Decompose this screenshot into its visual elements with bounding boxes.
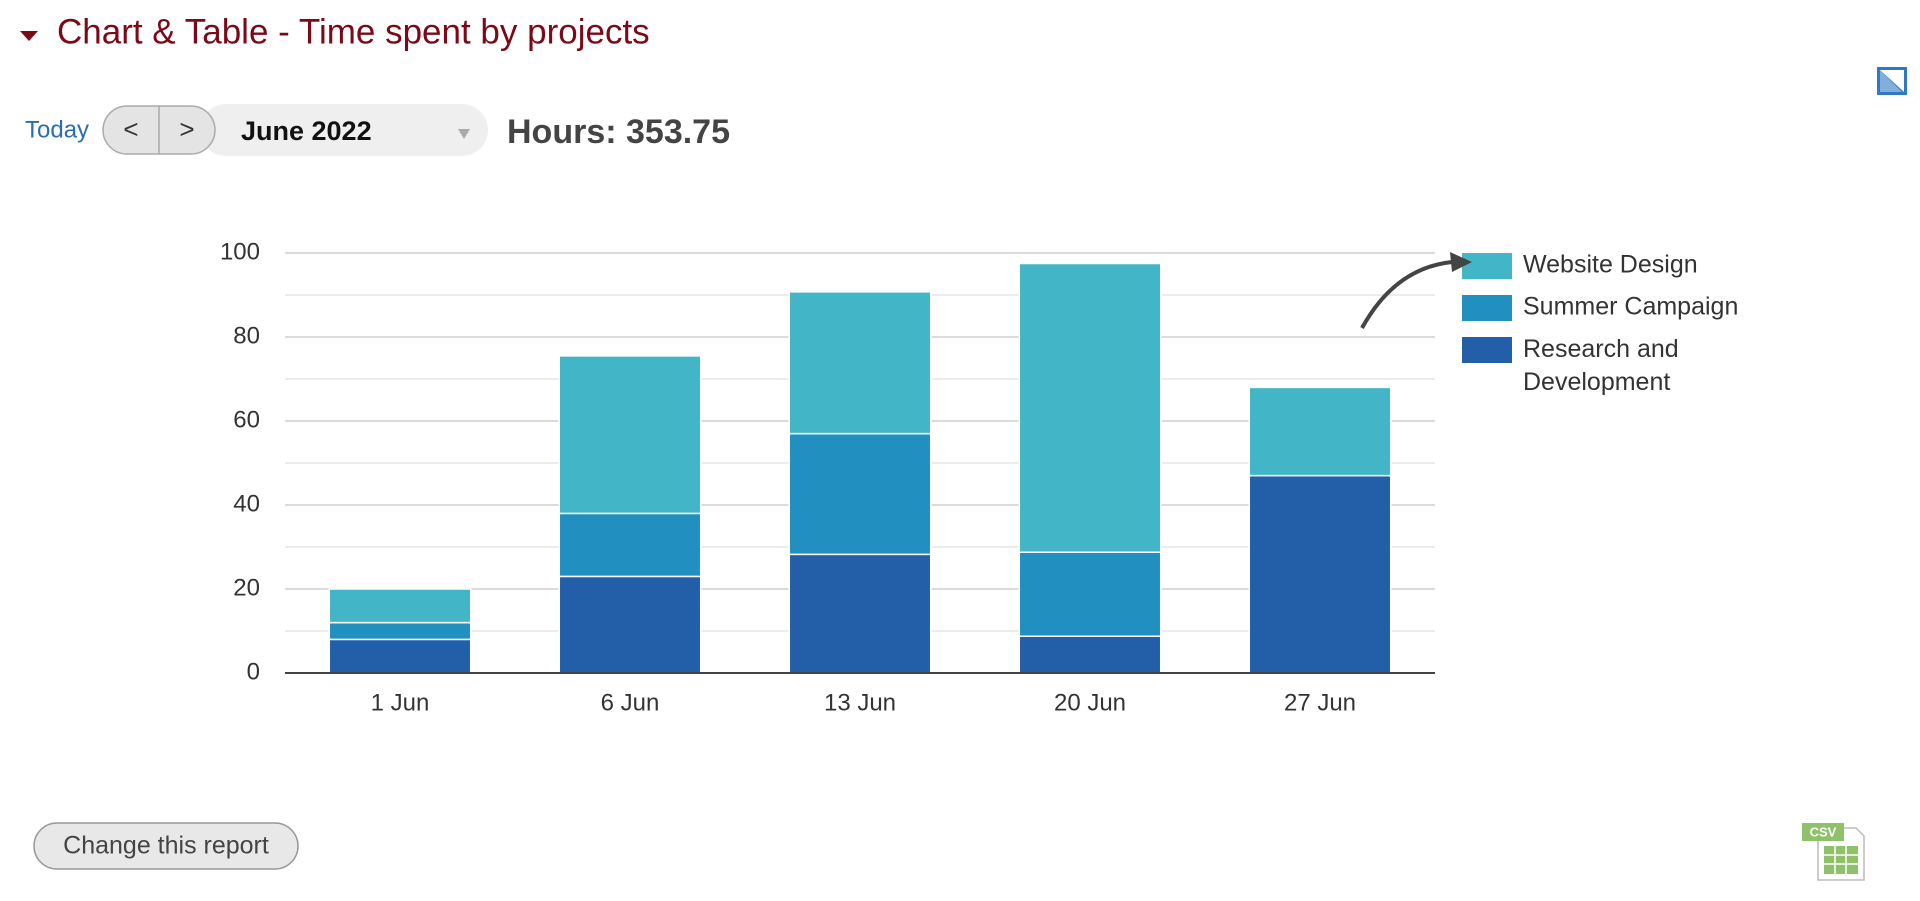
bar-segment xyxy=(1248,386,1392,477)
today-link[interactable]: Today xyxy=(25,116,89,143)
bar-segment xyxy=(558,512,702,578)
y-tick-label: 80 xyxy=(233,322,260,349)
x-tick-label: 20 Jun xyxy=(1054,689,1126,716)
csv-export[interactable]: CSV xyxy=(1802,823,1865,881)
period-selector[interactable] xyxy=(200,104,488,156)
legend-arrow-head xyxy=(1450,252,1472,272)
bar-segment xyxy=(328,588,472,624)
bar-segment xyxy=(1018,635,1162,674)
bar-segment xyxy=(1248,474,1392,674)
legend-swatch xyxy=(1462,295,1512,321)
bar-segment xyxy=(788,553,932,674)
period-label: June 2022 xyxy=(241,116,372,146)
chart: 0 20 40 60 80 100 1 Jun 6 Jun 13 Jun 20 Jun 27 Jun… xyxy=(220,238,1738,716)
y-tick-label: 20 xyxy=(233,574,260,601)
section-title: Chart & Table - Time spent by projects xyxy=(57,12,650,51)
bar-segment xyxy=(328,638,472,674)
prev-button[interactable]: < xyxy=(123,114,138,144)
bar-segment xyxy=(558,355,702,515)
bar-segment xyxy=(788,432,932,556)
bar-segment xyxy=(1018,262,1162,553)
legend-swatch xyxy=(1462,337,1512,363)
legend-arrow xyxy=(1360,260,1453,329)
legend-swatch xyxy=(1462,253,1512,279)
hours-total: Hours: 353.75 xyxy=(507,113,730,151)
y-tick-label: 0 xyxy=(247,658,260,685)
legend-label: Summer Campaign xyxy=(1523,293,1738,321)
bar-segment xyxy=(788,291,932,435)
next-button[interactable]: > xyxy=(179,114,194,144)
bar-segment xyxy=(1018,551,1162,637)
bar-segment xyxy=(558,575,702,674)
legend-label: Website Design xyxy=(1523,251,1698,279)
y-tick-label: 60 xyxy=(233,406,260,433)
bar-segment xyxy=(328,621,472,641)
x-tick-label: 6 Jun xyxy=(601,689,660,716)
x-tick-label: 13 Jun xyxy=(824,689,896,716)
change-report-label: Change this report xyxy=(63,832,269,860)
csv-label: CSV xyxy=(1810,824,1837,839)
top-right-icon[interactable] xyxy=(1877,67,1907,95)
y-tick-label: 40 xyxy=(233,490,260,517)
x-tick-label: 1 Jun xyxy=(371,689,430,716)
legend-label: Research and Development xyxy=(1523,335,1679,396)
y-tick-label: 100 xyxy=(220,238,260,265)
x-tick-label: 27 Jun xyxy=(1284,689,1356,716)
collapse-toggle[interactable] xyxy=(20,31,38,41)
change-report-button[interactable] xyxy=(33,822,299,870)
dropdown-arrow xyxy=(458,129,470,139)
